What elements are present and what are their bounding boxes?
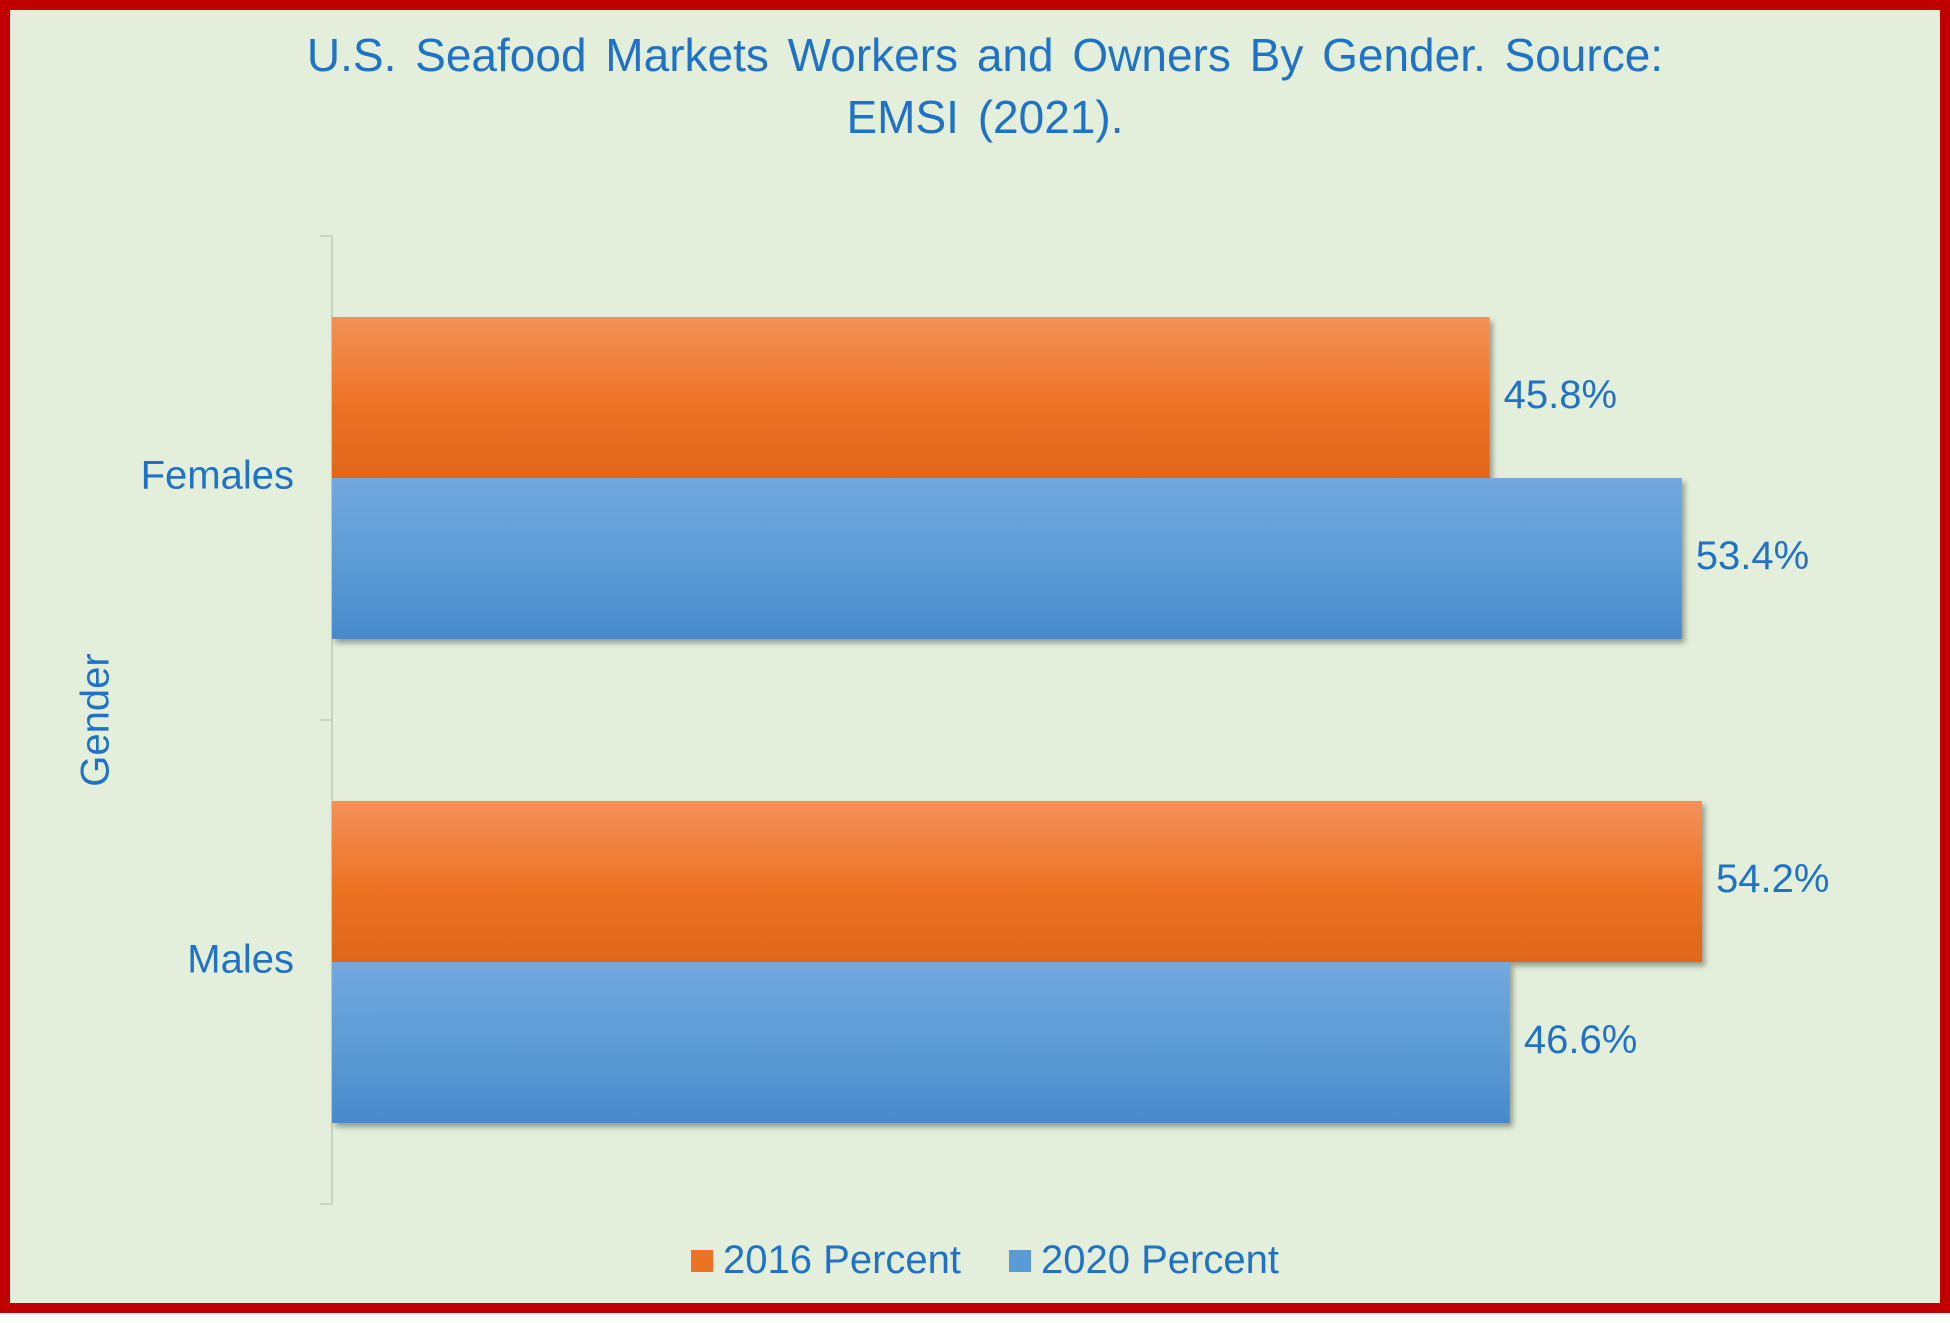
legend: 2016 Percent 2020 Percent [10,1238,1950,1283]
legend-label-2016: 2016 Percent [723,1238,961,1282]
bar-females-2016 [332,317,1490,478]
category-label-males: Males [187,938,294,982]
data-label-females-2016: 45.8% [1504,373,1617,417]
chart-title: U.S. Seafood Markets Workers and Owners … [210,24,1760,148]
data-label-males-2016: 54.2% [1716,857,1829,901]
legend-swatch-2020 [1009,1249,1031,1272]
chart-title-line-2: EMSI (2021). [846,91,1124,143]
bar-males-2020 [332,962,1510,1123]
bar-females-2020 [332,478,1682,639]
bar-males-2016 [332,801,1702,962]
chart-title-line-1: U.S. Seafood Markets Workers and Owners … [306,29,1664,81]
data-label-males-2020: 46.6% [1524,1018,1637,1062]
bar-plot: Females 45.8% 53.4% Males 54.2% 46.6% [141,235,1829,1205]
legend-label-2020: 2020 Percent [1041,1238,1279,1282]
legend-item-2020: 2020 Percent [1009,1238,1279,1283]
category-label-females: Females [141,454,294,498]
legend-item-2016: 2016 Percent [691,1238,961,1283]
legend-swatch-2016 [691,1249,714,1272]
data-label-females-2020: 53.4% [1696,534,1809,578]
